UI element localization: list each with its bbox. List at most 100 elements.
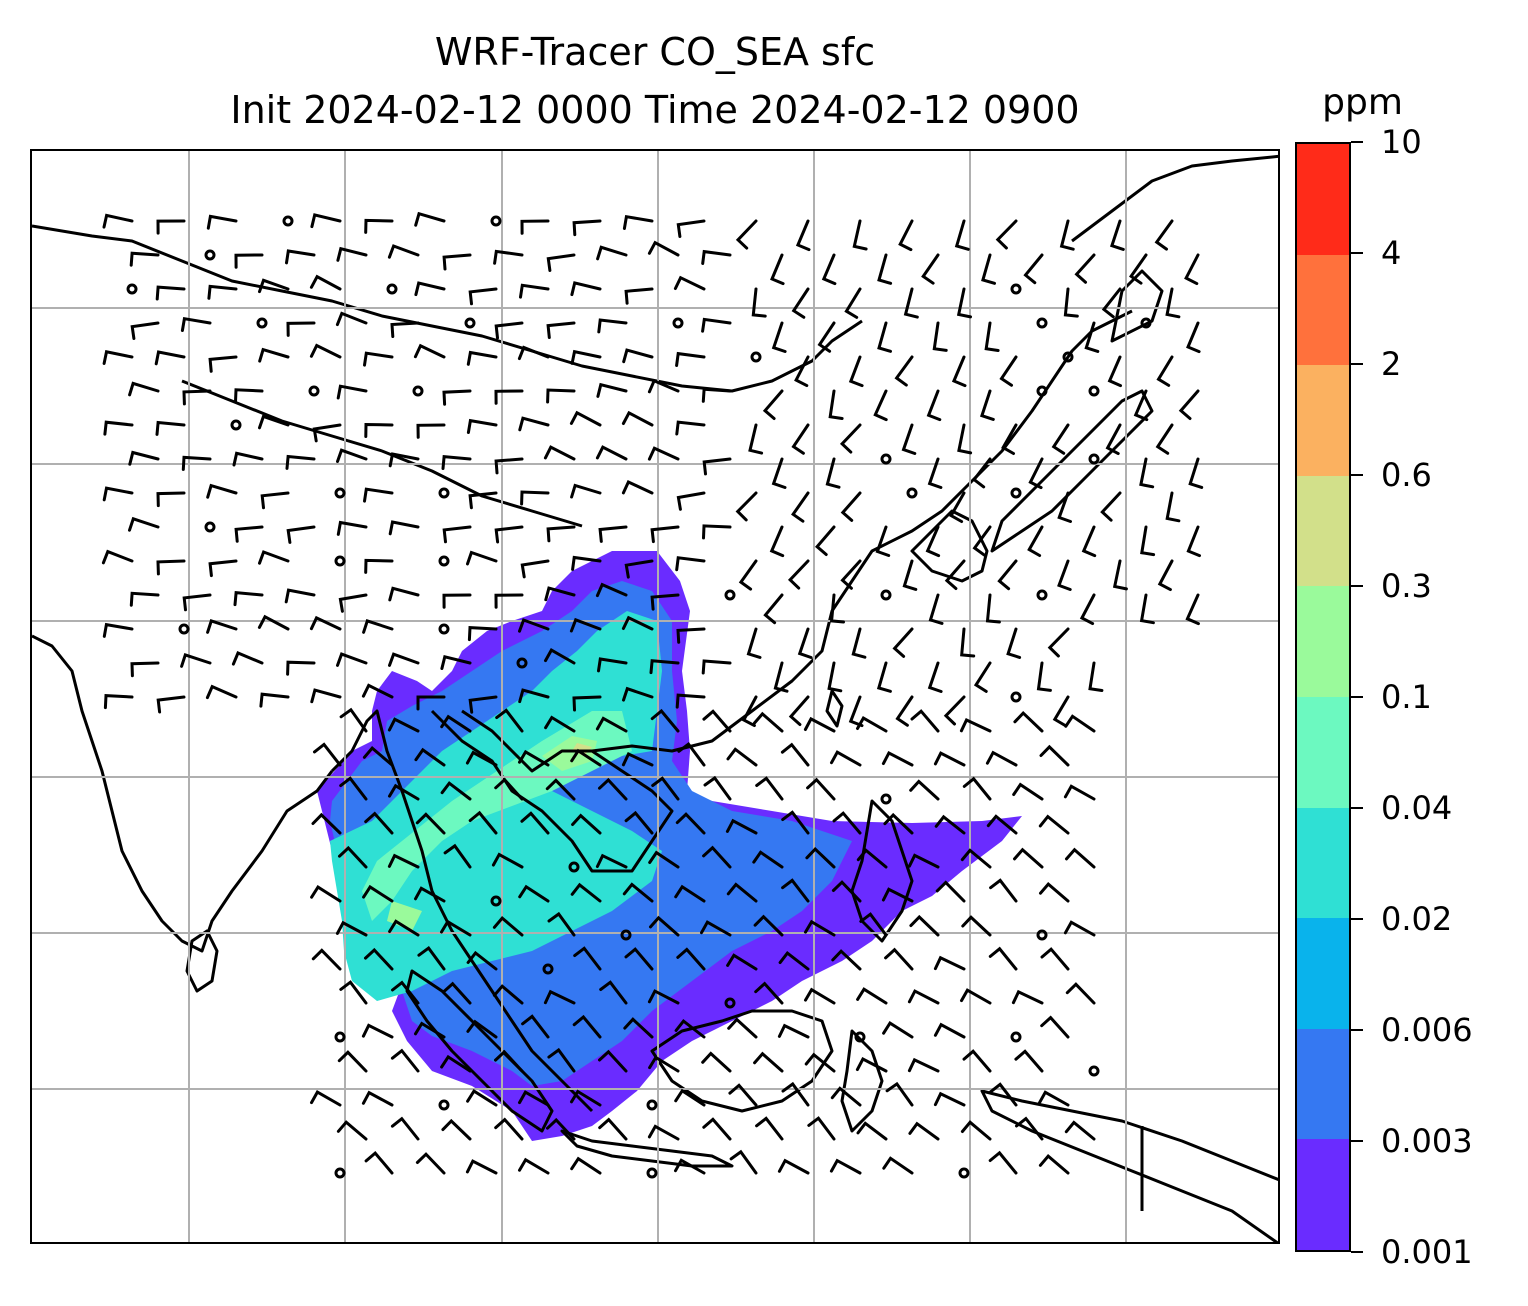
wind-barb	[754, 981, 784, 1005]
plot-title-line-2: Init 2024-02-12 0000 Time 2024-02-12 090…	[230, 88, 1080, 132]
wind-barb	[840, 491, 862, 522]
wind-barb	[989, 878, 1018, 903]
wind-barb	[885, 1081, 914, 1107]
wind-barb	[154, 350, 186, 366]
wind-barb	[1063, 287, 1079, 318]
wind-barb	[518, 749, 550, 767]
wind-barb	[595, 445, 628, 461]
wind-barb	[234, 525, 264, 543]
colorbar-tick-label: 0.04	[1381, 789, 1453, 827]
wind-barb	[909, 779, 940, 801]
wind-barb	[1038, 1090, 1070, 1107]
wind-barb	[543, 989, 576, 1005]
wind-barb	[830, 750, 862, 767]
colorbar-tick-label: 10	[1381, 123, 1422, 161]
wind-barb	[468, 695, 498, 714]
wind-barb	[702, 709, 732, 733]
colorbar-tick	[1351, 252, 1363, 254]
wind-barb	[130, 321, 160, 340]
wind-barb	[933, 1091, 966, 1107]
wind-barb	[624, 559, 654, 579]
wind-barb	[1178, 389, 1200, 420]
calm-wind-circle	[880, 453, 892, 465]
wind-barb	[518, 1157, 550, 1175]
wind-barb	[1052, 695, 1070, 727]
wind-barb	[1079, 593, 1096, 626]
wind-barb	[702, 457, 732, 476]
wind-barb	[805, 846, 836, 869]
wind-barb	[933, 1022, 966, 1039]
wind-barb	[995, 219, 1018, 250]
wind-barb	[468, 491, 498, 510]
wind-barb	[748, 423, 764, 455]
wind-barb	[814, 525, 836, 556]
wind-barb	[182, 389, 212, 406]
wind-barb	[544, 586, 576, 602]
wind-barb	[1047, 627, 1070, 658]
wind-barb	[1139, 457, 1155, 489]
wind-barb	[1074, 253, 1096, 284]
wind-barb	[1165, 287, 1181, 319]
calm-wind-circle	[204, 521, 216, 533]
wind-barb	[286, 525, 316, 544]
wind-barb	[232, 451, 264, 467]
wind-barb	[390, 1048, 420, 1073]
calm-wind-circle	[334, 1031, 346, 1043]
wind-barb	[778, 950, 810, 971]
wind-barb	[363, 351, 394, 367]
wind-barb	[1156, 355, 1174, 387]
wind-barb	[701, 249, 732, 265]
calm-wind-circle	[1010, 283, 1022, 295]
wind-barb	[981, 253, 996, 285]
wind-barb	[794, 355, 810, 388]
wind-barb	[416, 695, 446, 711]
wind-barb	[817, 321, 836, 353]
wind-barb	[807, 1116, 836, 1141]
wind-barb	[546, 1117, 576, 1141]
wind-barb	[856, 987, 888, 1005]
wind-barb	[949, 491, 966, 523]
wind-barb	[387, 853, 420, 869]
wind-barb	[466, 950, 498, 971]
coastline-korea	[910, 509, 989, 583]
calm-wind-circle	[620, 929, 632, 941]
wind-barb	[675, 693, 706, 709]
wind-barb	[364, 422, 394, 438]
wind-barb	[547, 1047, 576, 1073]
wind-barb	[962, 776, 992, 801]
wind-barb	[597, 657, 628, 673]
calm-wind-circle	[1062, 351, 1074, 363]
wind-barb	[285, 454, 316, 470]
wind-barb	[417, 946, 446, 971]
coastline-taiwan	[825, 689, 844, 728]
wind-barb	[989, 1082, 1018, 1107]
wind-barb	[569, 410, 602, 427]
wind-barb	[544, 648, 576, 665]
wind-barb	[797, 627, 813, 659]
wind-barb	[1157, 559, 1174, 592]
wind-barb	[960, 988, 992, 1005]
wind-barb	[440, 714, 472, 733]
wind-barb	[206, 214, 238, 230]
wind-barb	[828, 389, 844, 420]
wind-barb	[1059, 219, 1075, 251]
wind-barb	[336, 384, 368, 400]
wind-barb	[701, 387, 732, 403]
wind-barb	[103, 694, 134, 710]
wind-barb	[827, 661, 843, 693]
wind-barb	[1185, 593, 1200, 626]
wind-barb	[649, 659, 680, 675]
wind-barb	[777, 1023, 810, 1039]
wind-barb	[570, 349, 602, 365]
wind-barb	[465, 1159, 498, 1175]
wind-barb	[780, 742, 810, 767]
wind-barb	[391, 980, 420, 1005]
wind-barb	[902, 559, 918, 591]
wind-barb	[907, 989, 940, 1005]
wind-barb	[1064, 714, 1096, 733]
wind-barb	[882, 1021, 914, 1039]
calm-wind-circle	[880, 793, 892, 805]
wind-barb	[791, 423, 810, 455]
coastline-sea-of-okhotsk	[1071, 154, 1278, 243]
calm-wind-circle	[438, 623, 450, 635]
